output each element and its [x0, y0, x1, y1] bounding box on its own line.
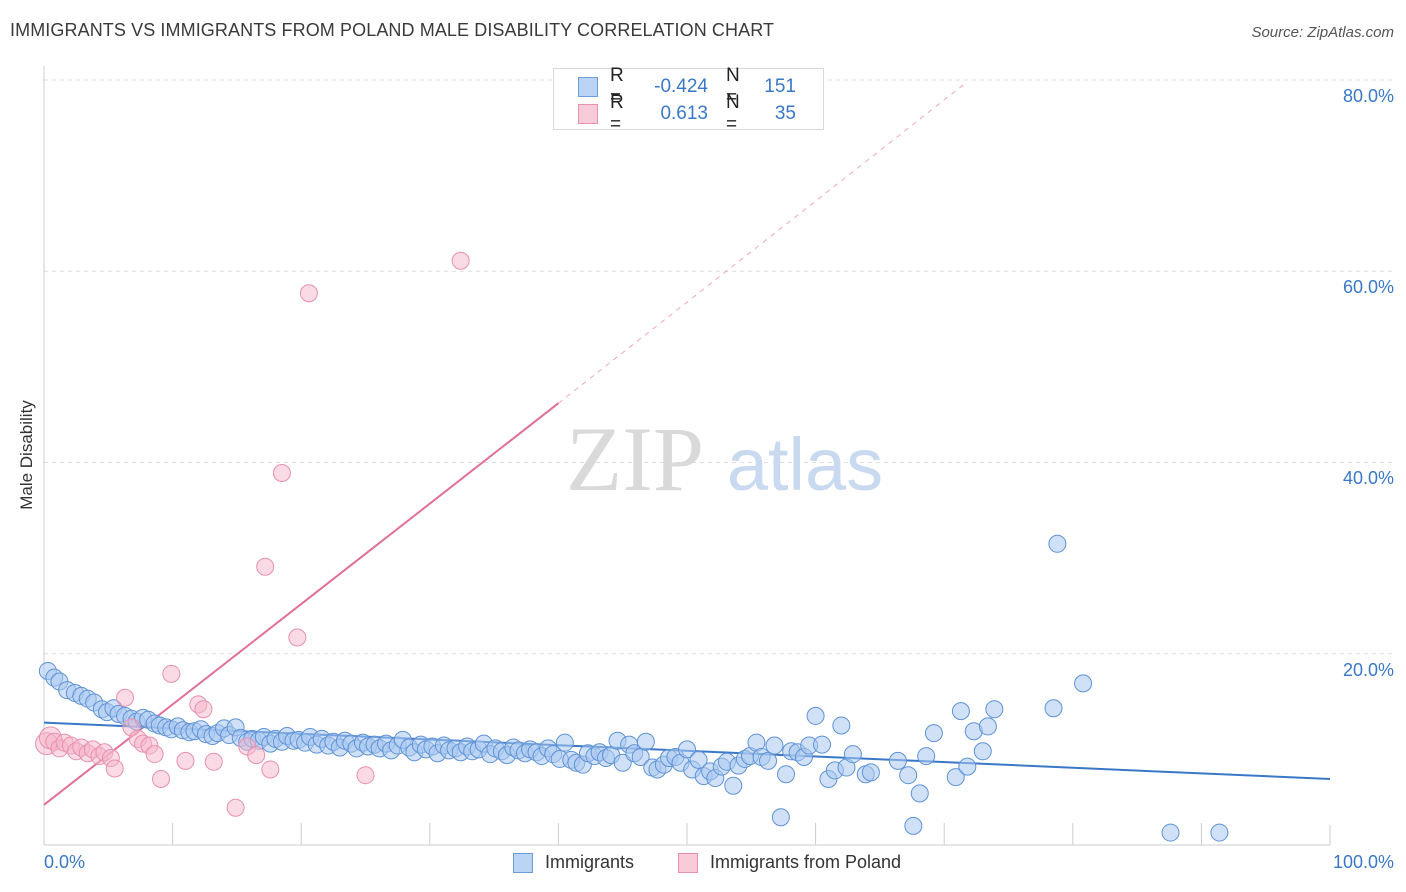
- watermark-zip: ZIP: [566, 408, 704, 510]
- legend-r-value: -0.424: [654, 76, 708, 97]
- bottom-legend-label: Immigrants: [545, 852, 635, 872]
- data-point-immigrants: [910, 784, 929, 803]
- legend-n-value: 35: [774, 103, 796, 124]
- data-point-immigrants: [555, 733, 574, 752]
- data-point-poland: [226, 798, 245, 817]
- data-point-immigrants: [813, 735, 832, 754]
- data-point-immigrants: [689, 750, 708, 769]
- data-point-poland: [162, 664, 181, 683]
- data-point-poland: [176, 751, 195, 770]
- data-point-poland: [194, 700, 213, 719]
- data-point-immigrants: [1048, 534, 1067, 553]
- legend-r-label: R =: [610, 92, 624, 135]
- data-point-poland: [356, 766, 375, 785]
- series-immigrants: [38, 534, 1229, 842]
- data-point-immigrants: [978, 717, 997, 736]
- bottom-legend-swatch-blue: [513, 852, 533, 873]
- data-point-immigrants: [806, 706, 825, 725]
- data-point-immigrants: [973, 742, 992, 761]
- legend-swatch-blue: [578, 77, 598, 97]
- data-point-immigrants: [678, 740, 696, 759]
- bottom-legend-label: Immigrants from Poland: [710, 852, 902, 872]
- data-point-immigrants: [861, 763, 880, 782]
- y-tick-label: 20.0%: [1342, 660, 1394, 680]
- series-immigrants-from-poland: [35, 251, 470, 817]
- bottom-legend-swatch-pink: [678, 852, 698, 873]
- data-point-immigrants: [843, 745, 862, 764]
- legend-n-label: N =: [726, 92, 740, 135]
- y-tick-label: 40.0%: [1342, 468, 1394, 488]
- x-tick-label: 0.0%: [44, 852, 86, 872]
- data-point-poland: [299, 284, 318, 303]
- data-point-poland: [247, 746, 266, 765]
- data-point-immigrants: [777, 765, 796, 784]
- y-tick-label: 60.0%: [1342, 277, 1394, 297]
- data-point-poland: [145, 745, 164, 764]
- data-point-immigrants: [924, 724, 943, 743]
- data-point-immigrants: [899, 766, 918, 785]
- source-label: Source: ZipAtlas.com: [1251, 24, 1394, 41]
- legend-row-poland: R = 0.613 N = 35: [578, 92, 796, 135]
- bottom-legend-immigrants: Immigrants: [513, 852, 634, 873]
- data-point-immigrants: [832, 716, 851, 735]
- legend-row-immigrants: R = -0.424 N = 151: [578, 65, 796, 108]
- data-point-immigrants: [636, 732, 655, 751]
- data-point-immigrants: [985, 700, 1004, 719]
- data-point-immigrants: [1074, 674, 1093, 693]
- data-point-poland: [256, 557, 275, 576]
- chart-title: IMMIGRANTS VS IMMIGRANTS FROM POLAND MAL…: [10, 20, 775, 40]
- grid-lines: [44, 79, 1395, 655]
- legend-r-label: R =: [610, 65, 624, 108]
- data-point-immigrants: [888, 751, 907, 770]
- bottom-legend-poland: Immigrants from Poland: [678, 852, 901, 873]
- legend-n-label: N =: [726, 65, 740, 108]
- x-tick-label: 100.0%: [1332, 852, 1394, 872]
- legend-r-value: 0.613: [660, 103, 708, 124]
- data-point-immigrants: [958, 757, 977, 776]
- data-point-immigrants: [904, 816, 923, 835]
- data-point-poland: [116, 688, 135, 707]
- data-point-immigrants: [1161, 823, 1180, 842]
- data-point-immigrants: [759, 751, 778, 770]
- data-point-poland: [272, 464, 291, 483]
- y-tick-label: 80.0%: [1342, 86, 1394, 106]
- data-point-poland: [261, 760, 280, 779]
- data-point-poland: [152, 770, 171, 789]
- data-point-immigrants: [946, 768, 965, 787]
- data-point-poland: [105, 759, 124, 778]
- data-point-immigrants: [1210, 823, 1229, 842]
- legend-swatch-pink: [578, 104, 598, 124]
- data-point-immigrants: [765, 736, 784, 755]
- data-point-immigrants: [724, 776, 743, 795]
- axes: [43, 66, 1331, 846]
- data-point-poland: [204, 752, 223, 771]
- data-point-poland: [288, 628, 307, 647]
- watermark-atlas: atlas: [727, 423, 883, 506]
- data-point-immigrants: [917, 747, 936, 766]
- data-point-immigrants: [613, 753, 632, 772]
- data-point-immigrants: [771, 808, 790, 827]
- data-point-immigrants: [951, 702, 970, 721]
- legend-n-value: 151: [764, 76, 796, 97]
- data-point-immigrants: [1044, 699, 1063, 718]
- legend: R = -0.424 N = 151 R = 0.613 N = 35: [553, 65, 824, 135]
- data-point-poland: [451, 251, 470, 270]
- watermark: ZIP atlas: [566, 408, 883, 510]
